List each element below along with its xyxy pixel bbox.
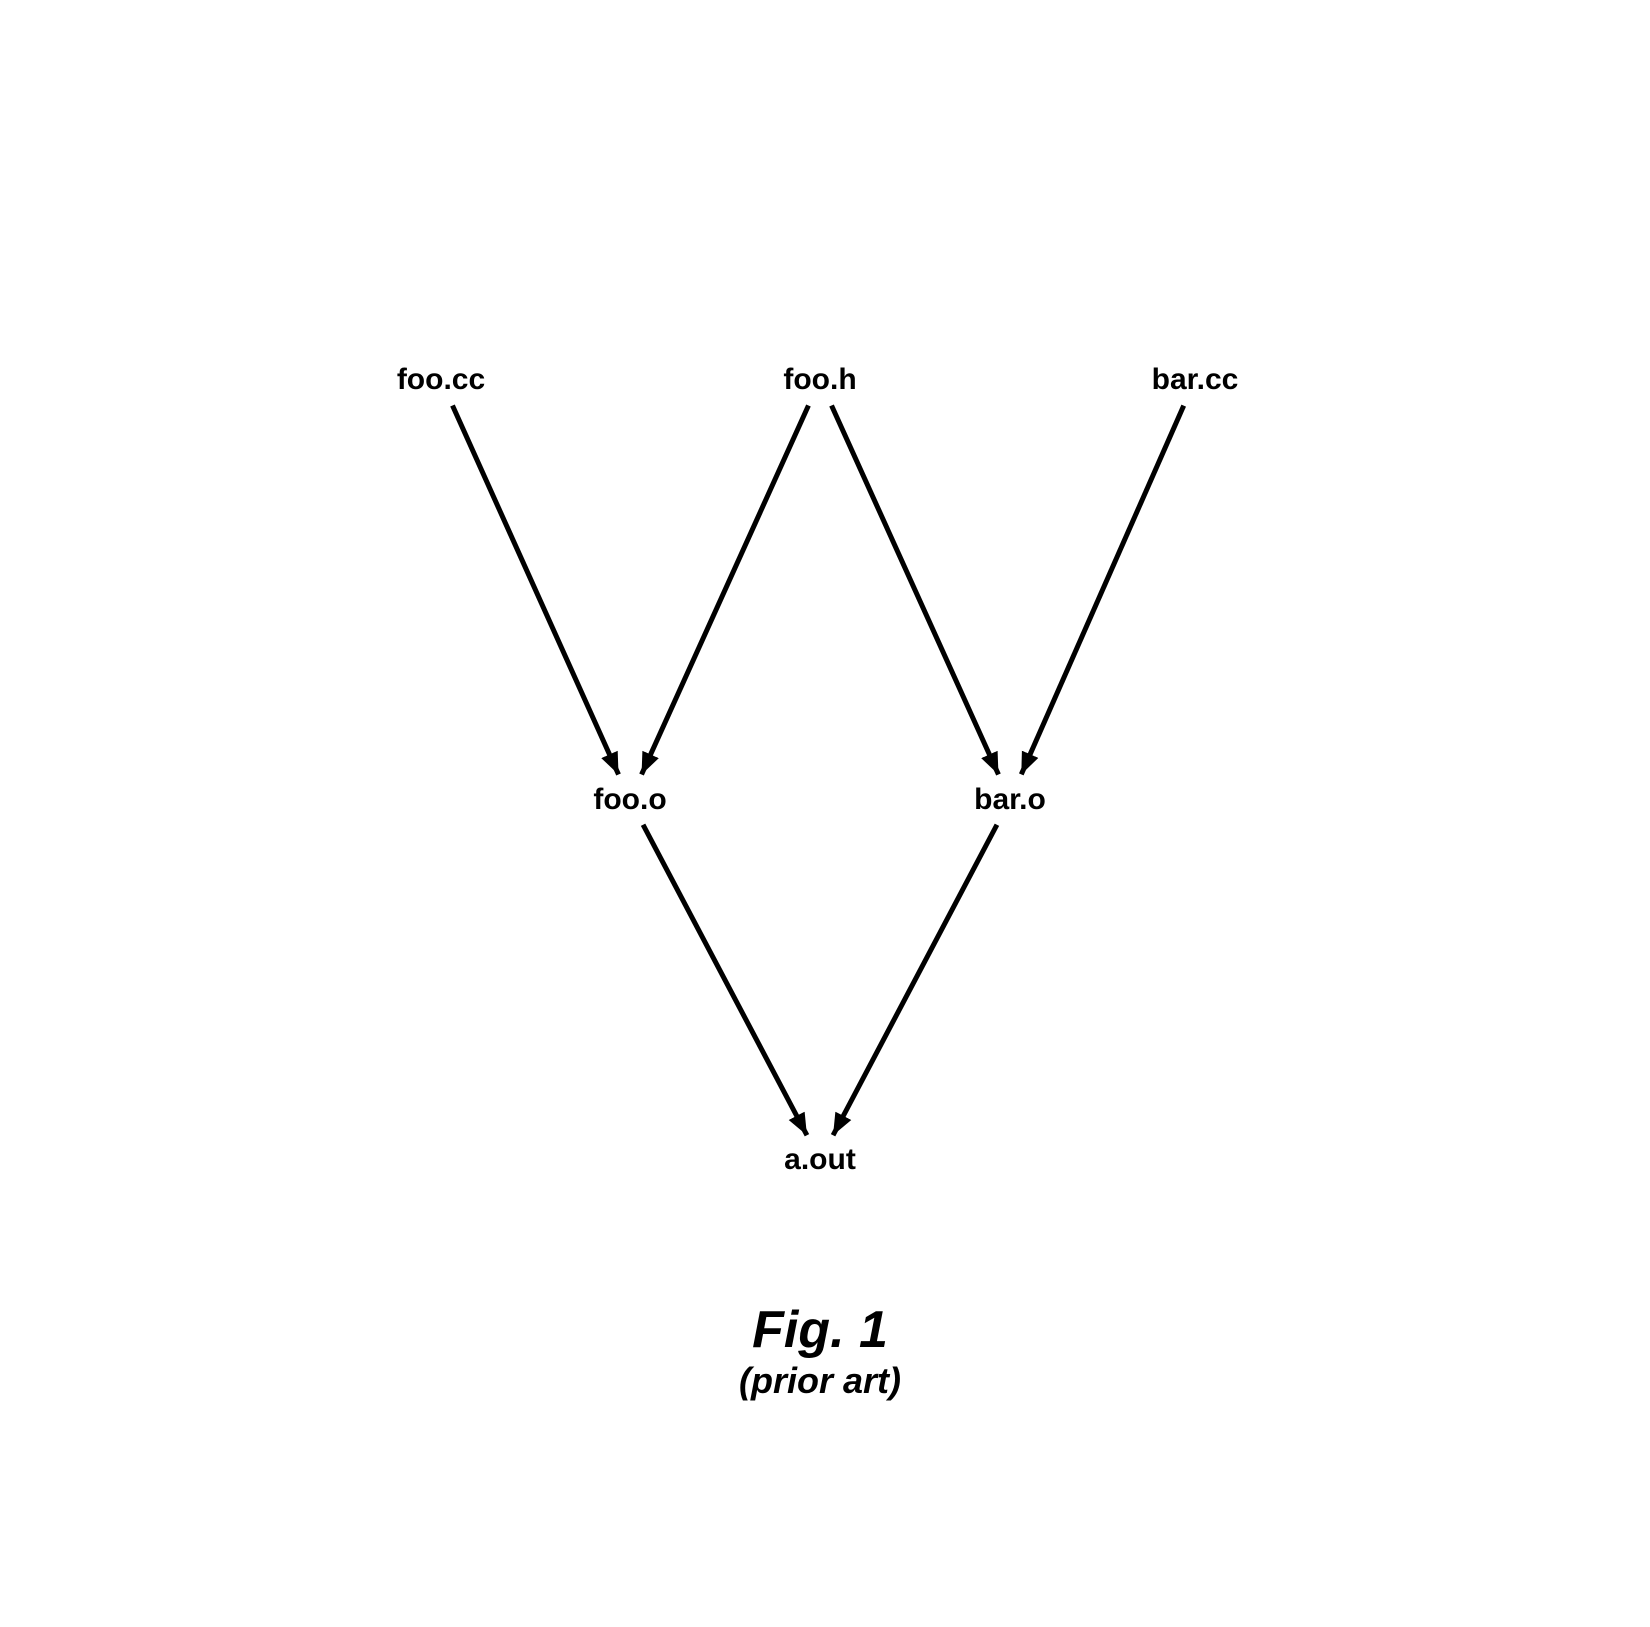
edge-bar_cc-to-bar_o: [1021, 406, 1183, 775]
edge-foo_h-to-bar_o: [832, 406, 999, 775]
edge-foo_o-to-a_out: [643, 825, 807, 1135]
diagram-canvas: foo.cc foo.h bar.cc foo.o bar.o a.out Fi…: [0, 0, 1650, 1627]
node-a-out: a.out: [784, 1143, 856, 1177]
figure-caption-subtitle: (prior art): [739, 1360, 901, 1402]
figure-caption: Fig. 1 (prior art): [739, 1300, 901, 1402]
node-foo-cc: foo.cc: [397, 363, 485, 397]
edge-foo_h-to-foo_o: [642, 406, 809, 775]
node-bar-o: bar.o: [974, 783, 1046, 817]
edge-foo_cc-to-foo_o: [452, 406, 618, 775]
node-foo-h: foo.h: [783, 363, 856, 397]
node-bar-cc: bar.cc: [1152, 363, 1239, 397]
edge-bar_o-to-a_out: [833, 825, 997, 1135]
figure-caption-title: Fig. 1: [739, 1300, 901, 1360]
node-foo-o: foo.o: [593, 783, 666, 817]
